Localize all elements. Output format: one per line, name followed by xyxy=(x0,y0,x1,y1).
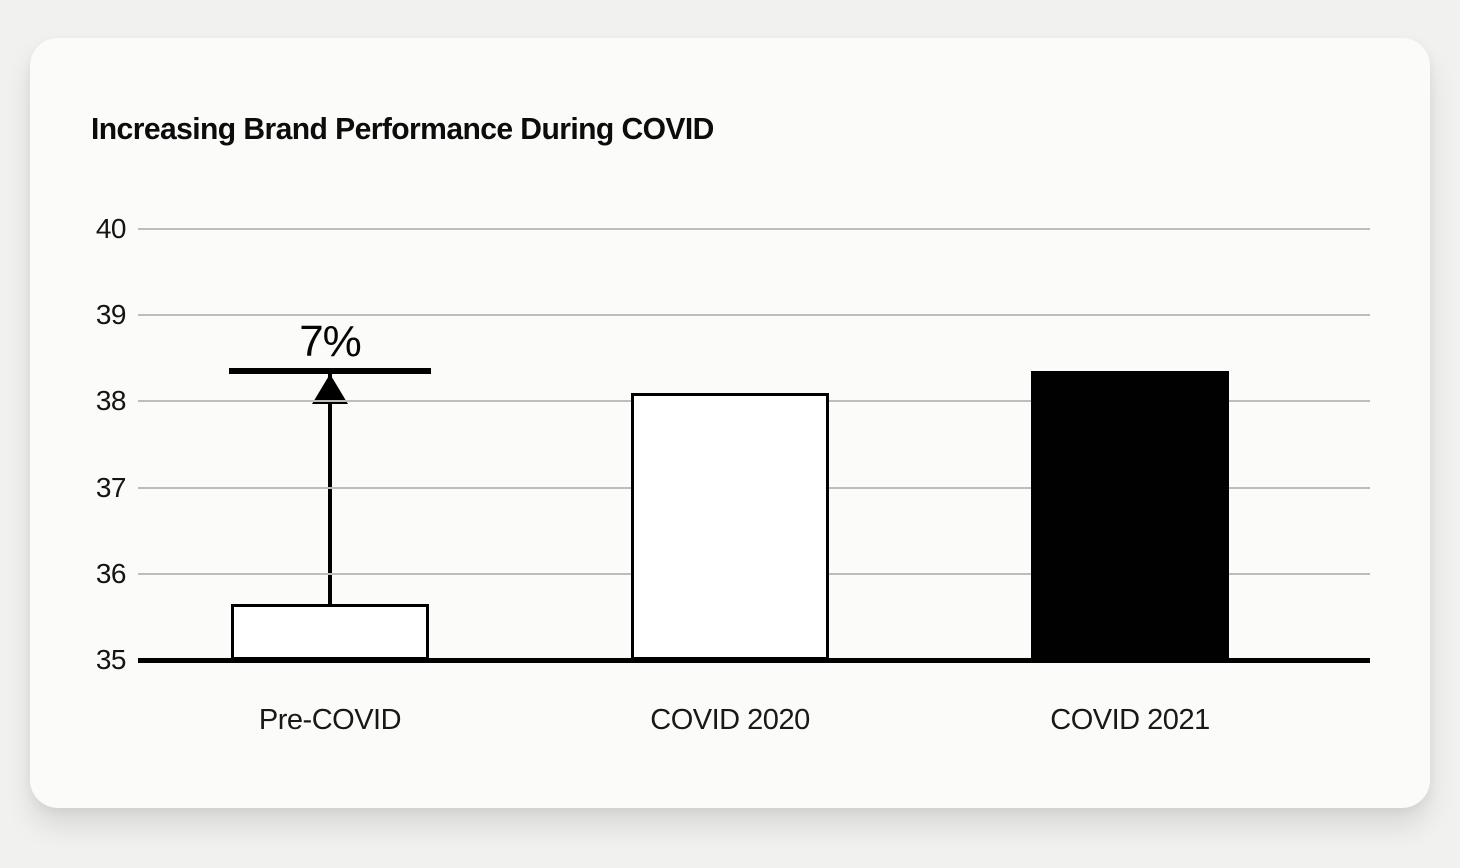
gridline xyxy=(138,314,1370,317)
annotation-arrow-up-icon xyxy=(312,374,348,405)
plot-area: 7% 40 39 38 37 36 35 Pre-COVID COVID 2020 COVID … xyxy=(96,213,1370,736)
x-tick-label: Pre-COVID xyxy=(258,704,402,736)
y-tick-label: 39 xyxy=(95,299,127,331)
y-tick-label: 37 xyxy=(95,471,127,503)
bar-covid-2021 xyxy=(1031,371,1229,660)
bar-pre-covid xyxy=(231,603,429,660)
chart-title: Increasing Brand Performance During COVI… xyxy=(91,111,714,146)
chart-card: Increasing Brand Performance During COVI… xyxy=(30,38,1430,808)
bar-covid-2020 xyxy=(631,392,829,660)
y-tick-label: 35 xyxy=(95,644,127,675)
gridline xyxy=(138,228,1370,230)
y-tick-label: 38 xyxy=(95,385,127,417)
x-axis-line xyxy=(138,658,1370,663)
y-tick-label: 40 xyxy=(95,213,127,244)
y-tick-label: 36 xyxy=(95,557,127,589)
annotation-reference-line xyxy=(229,368,431,375)
annotation-arrow-shaft xyxy=(328,374,332,604)
x-tick-label: COVID 2020 xyxy=(650,704,810,736)
annotation-label: 7% xyxy=(299,317,362,367)
x-tick-label: COVID 2021 xyxy=(1050,704,1210,736)
